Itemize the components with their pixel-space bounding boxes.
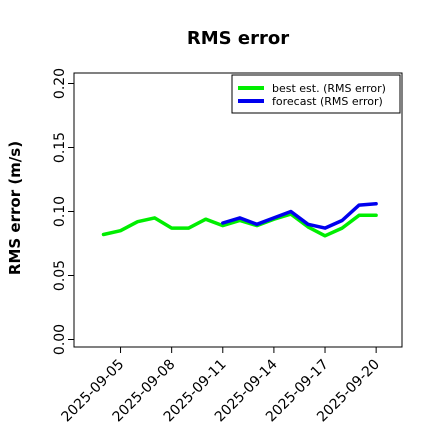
legend: best est. (RMS error)forecast (RMS error… [231,74,401,114]
y-tick-label: 0.20 [52,68,68,99]
y-axis: 0.00 0.05 0.10 0.15 0.20 [52,68,74,355]
y-tick-label: 0.05 [52,260,68,291]
plot-area-frame [73,72,403,348]
legend-label: forecast (RMS error) [272,95,383,108]
legend-label: best est. (RMS error) [272,82,386,95]
chart-title: RMS error [187,28,289,49]
series-layer [101,202,378,238]
y-tick-label: 0.10 [52,196,68,227]
x-axis: 2025-09-052025-09-082025-09-112025-09-14… [59,347,383,425]
y-tick-label: 0.15 [52,132,68,163]
legend-box [231,74,401,114]
y-tick-label: 0.00 [52,324,68,355]
series-line-forecast [221,202,378,230]
y-axis-label: RMS error (m/s) [6,141,24,275]
